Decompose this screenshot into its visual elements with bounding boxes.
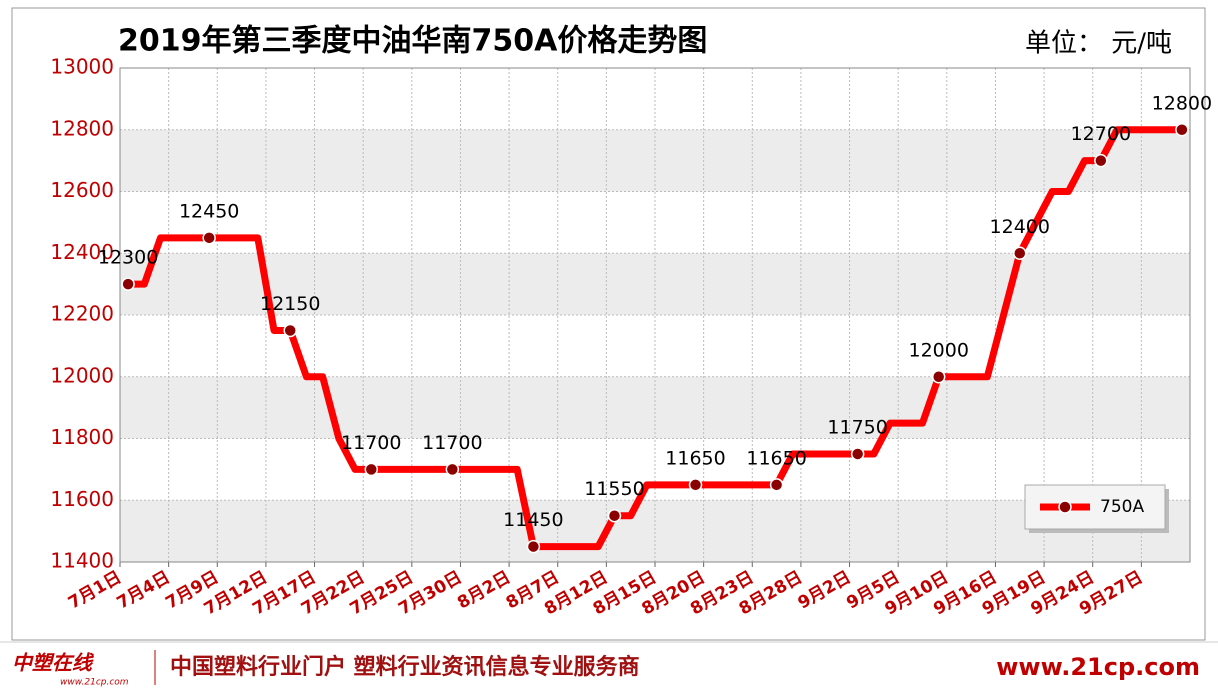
y-tick-label: 13000 [50, 55, 114, 79]
data-label: 11700 [341, 432, 401, 454]
data-label: 12700 [1071, 123, 1131, 145]
plot-border [119, 67, 1191, 563]
y-tick-label: 12800 [50, 116, 114, 140]
y-tick-label: 11600 [50, 487, 114, 511]
y-tick-label: 12200 [50, 302, 114, 326]
data-point [1175, 123, 1189, 137]
y-tick-label: 11400 [50, 549, 114, 573]
legend-label: 750A [1100, 497, 1144, 517]
series-line [128, 126, 1182, 551]
legend-marker [1058, 500, 1072, 514]
y-tick-label: 12600 [50, 178, 114, 202]
y-tick-label: 11800 [50, 425, 114, 449]
data-label: 12800 [1152, 92, 1212, 114]
data-point [445, 462, 460, 477]
unit-label: 单位： 元/吨 [1025, 29, 1172, 59]
data-point [364, 462, 379, 477]
footer-logo: 中塑在线 [12, 651, 95, 675]
data-label: 12150 [260, 293, 320, 315]
data-label: 11750 [827, 416, 887, 438]
data-label: 11550 [584, 478, 644, 500]
footer-logo-url: www.21cp.com [60, 678, 129, 688]
data-point [1013, 246, 1027, 260]
data-label: 12450 [179, 200, 239, 222]
footer-slogan: 中国塑料行业门户 塑料行业资讯信息专业服务商 [170, 654, 640, 680]
data-label: 11700 [422, 432, 482, 454]
data-label: 11650 [665, 447, 725, 469]
data-label: 11650 [746, 447, 806, 469]
data-label: 12300 [98, 247, 158, 269]
data-label: 12400 [990, 216, 1050, 238]
data-point [688, 478, 703, 492]
chart-title: 2019年第三季度中油华南750A价格走势图 [118, 24, 707, 59]
data-label: 12000 [908, 339, 968, 361]
y-tick-label: 12400 [50, 240, 114, 264]
grid-band [120, 500, 1190, 562]
data-label: 11450 [503, 509, 563, 531]
data-point [1094, 153, 1108, 168]
data-point [931, 370, 946, 384]
data-point [121, 277, 135, 291]
data-point [283, 323, 297, 338]
data-point [202, 231, 216, 245]
footer-url: www.21cp.com [996, 653, 1200, 681]
data-point [850, 447, 865, 461]
data-point [769, 478, 784, 492]
data-point [526, 539, 541, 554]
y-tick-label: 12000 [50, 363, 114, 387]
data-point [607, 508, 622, 523]
